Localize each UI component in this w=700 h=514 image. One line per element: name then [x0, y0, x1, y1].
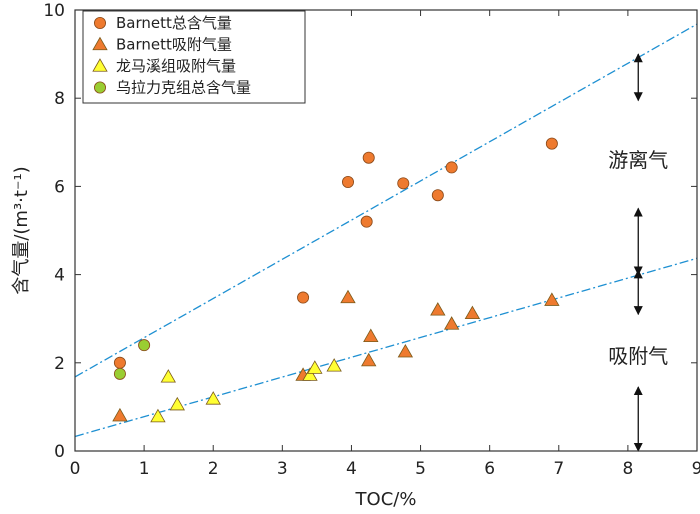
point-s2-6 [326, 358, 342, 372]
x-tick-label-3: 3 [277, 459, 288, 479]
point-s0-2 [341, 175, 354, 188]
point-s2-1 [160, 369, 176, 383]
point-s0-5 [397, 177, 410, 190]
point-s3-1 [138, 339, 151, 352]
x-tick-label-6: 6 [484, 459, 495, 479]
point-s0-8 [545, 137, 558, 150]
x-tick-label-7: 7 [553, 459, 564, 479]
y-tick-label-3: 6 [54, 177, 65, 197]
data-points [112, 137, 560, 423]
x-tick-label-4: 4 [346, 459, 357, 479]
point-s0-1 [297, 291, 310, 304]
legend-label-2: 龙马溪组吸附气量 [116, 57, 236, 75]
legend-label-0: Barnett总含气量 [116, 14, 232, 32]
y-tick-label-5: 10 [43, 1, 65, 21]
point-s1-3 [361, 352, 377, 367]
point-s1-9 [544, 292, 560, 306]
point-s1-6 [430, 302, 446, 316]
x-tick-label-0: 0 [70, 459, 81, 479]
annotation-bg-1 [600, 339, 677, 368]
y-tick-label-2: 4 [54, 266, 65, 286]
point-s1-5 [397, 343, 414, 358]
legend-marker-3 [94, 81, 107, 94]
point-s2-0 [150, 408, 166, 423]
point-s1-0 [112, 407, 128, 422]
legend-marker-2 [92, 58, 108, 72]
point-s3-0 [113, 367, 126, 380]
x-tick-label-2: 2 [208, 459, 219, 479]
y-tick-label-4: 8 [54, 89, 65, 109]
point-s0-6 [431, 189, 444, 202]
legend-marker-0 [94, 16, 107, 29]
point-s2-3 [205, 391, 221, 405]
point-s1-4 [363, 328, 379, 342]
x-tick-label-1: 1 [139, 459, 150, 479]
x-tick-label-8: 8 [622, 459, 633, 479]
point-s1-2 [340, 289, 356, 304]
y-axis-label: 含气量/(m³·t⁻¹) [11, 166, 32, 294]
legend-label-1: Barnett吸附气量 [116, 36, 232, 54]
point-s2-2 [169, 396, 185, 411]
point-s2-5 [307, 360, 323, 374]
point-s1-7 [443, 316, 460, 330]
trendline-0 [74, 23, 698, 378]
legend-box [82, 10, 306, 104]
legend-label-3: 乌拉力克组总含气量 [116, 79, 251, 97]
x-tick-label-5: 5 [415, 459, 426, 479]
y-tick-label-0: 0 [54, 442, 65, 462]
point-s2-4 [302, 367, 318, 381]
point-s1-8 [464, 305, 481, 320]
point-s0-7 [445, 161, 458, 174]
plot-frame [74, 9, 698, 452]
annotation-bg-0 [600, 142, 677, 171]
annotation-0: 游离气 [608, 148, 668, 172]
y-tick-label-1: 2 [54, 354, 65, 374]
legend-marker-1 [92, 36, 108, 51]
point-s0-4 [362, 151, 375, 164]
annotation-1: 吸附气 [608, 344, 668, 368]
point-s0-0 [113, 356, 126, 369]
x-tick-label-9: 9 [692, 459, 700, 479]
point-s0-3 [360, 215, 373, 228]
x-axis-label: TOC/% [355, 489, 417, 510]
